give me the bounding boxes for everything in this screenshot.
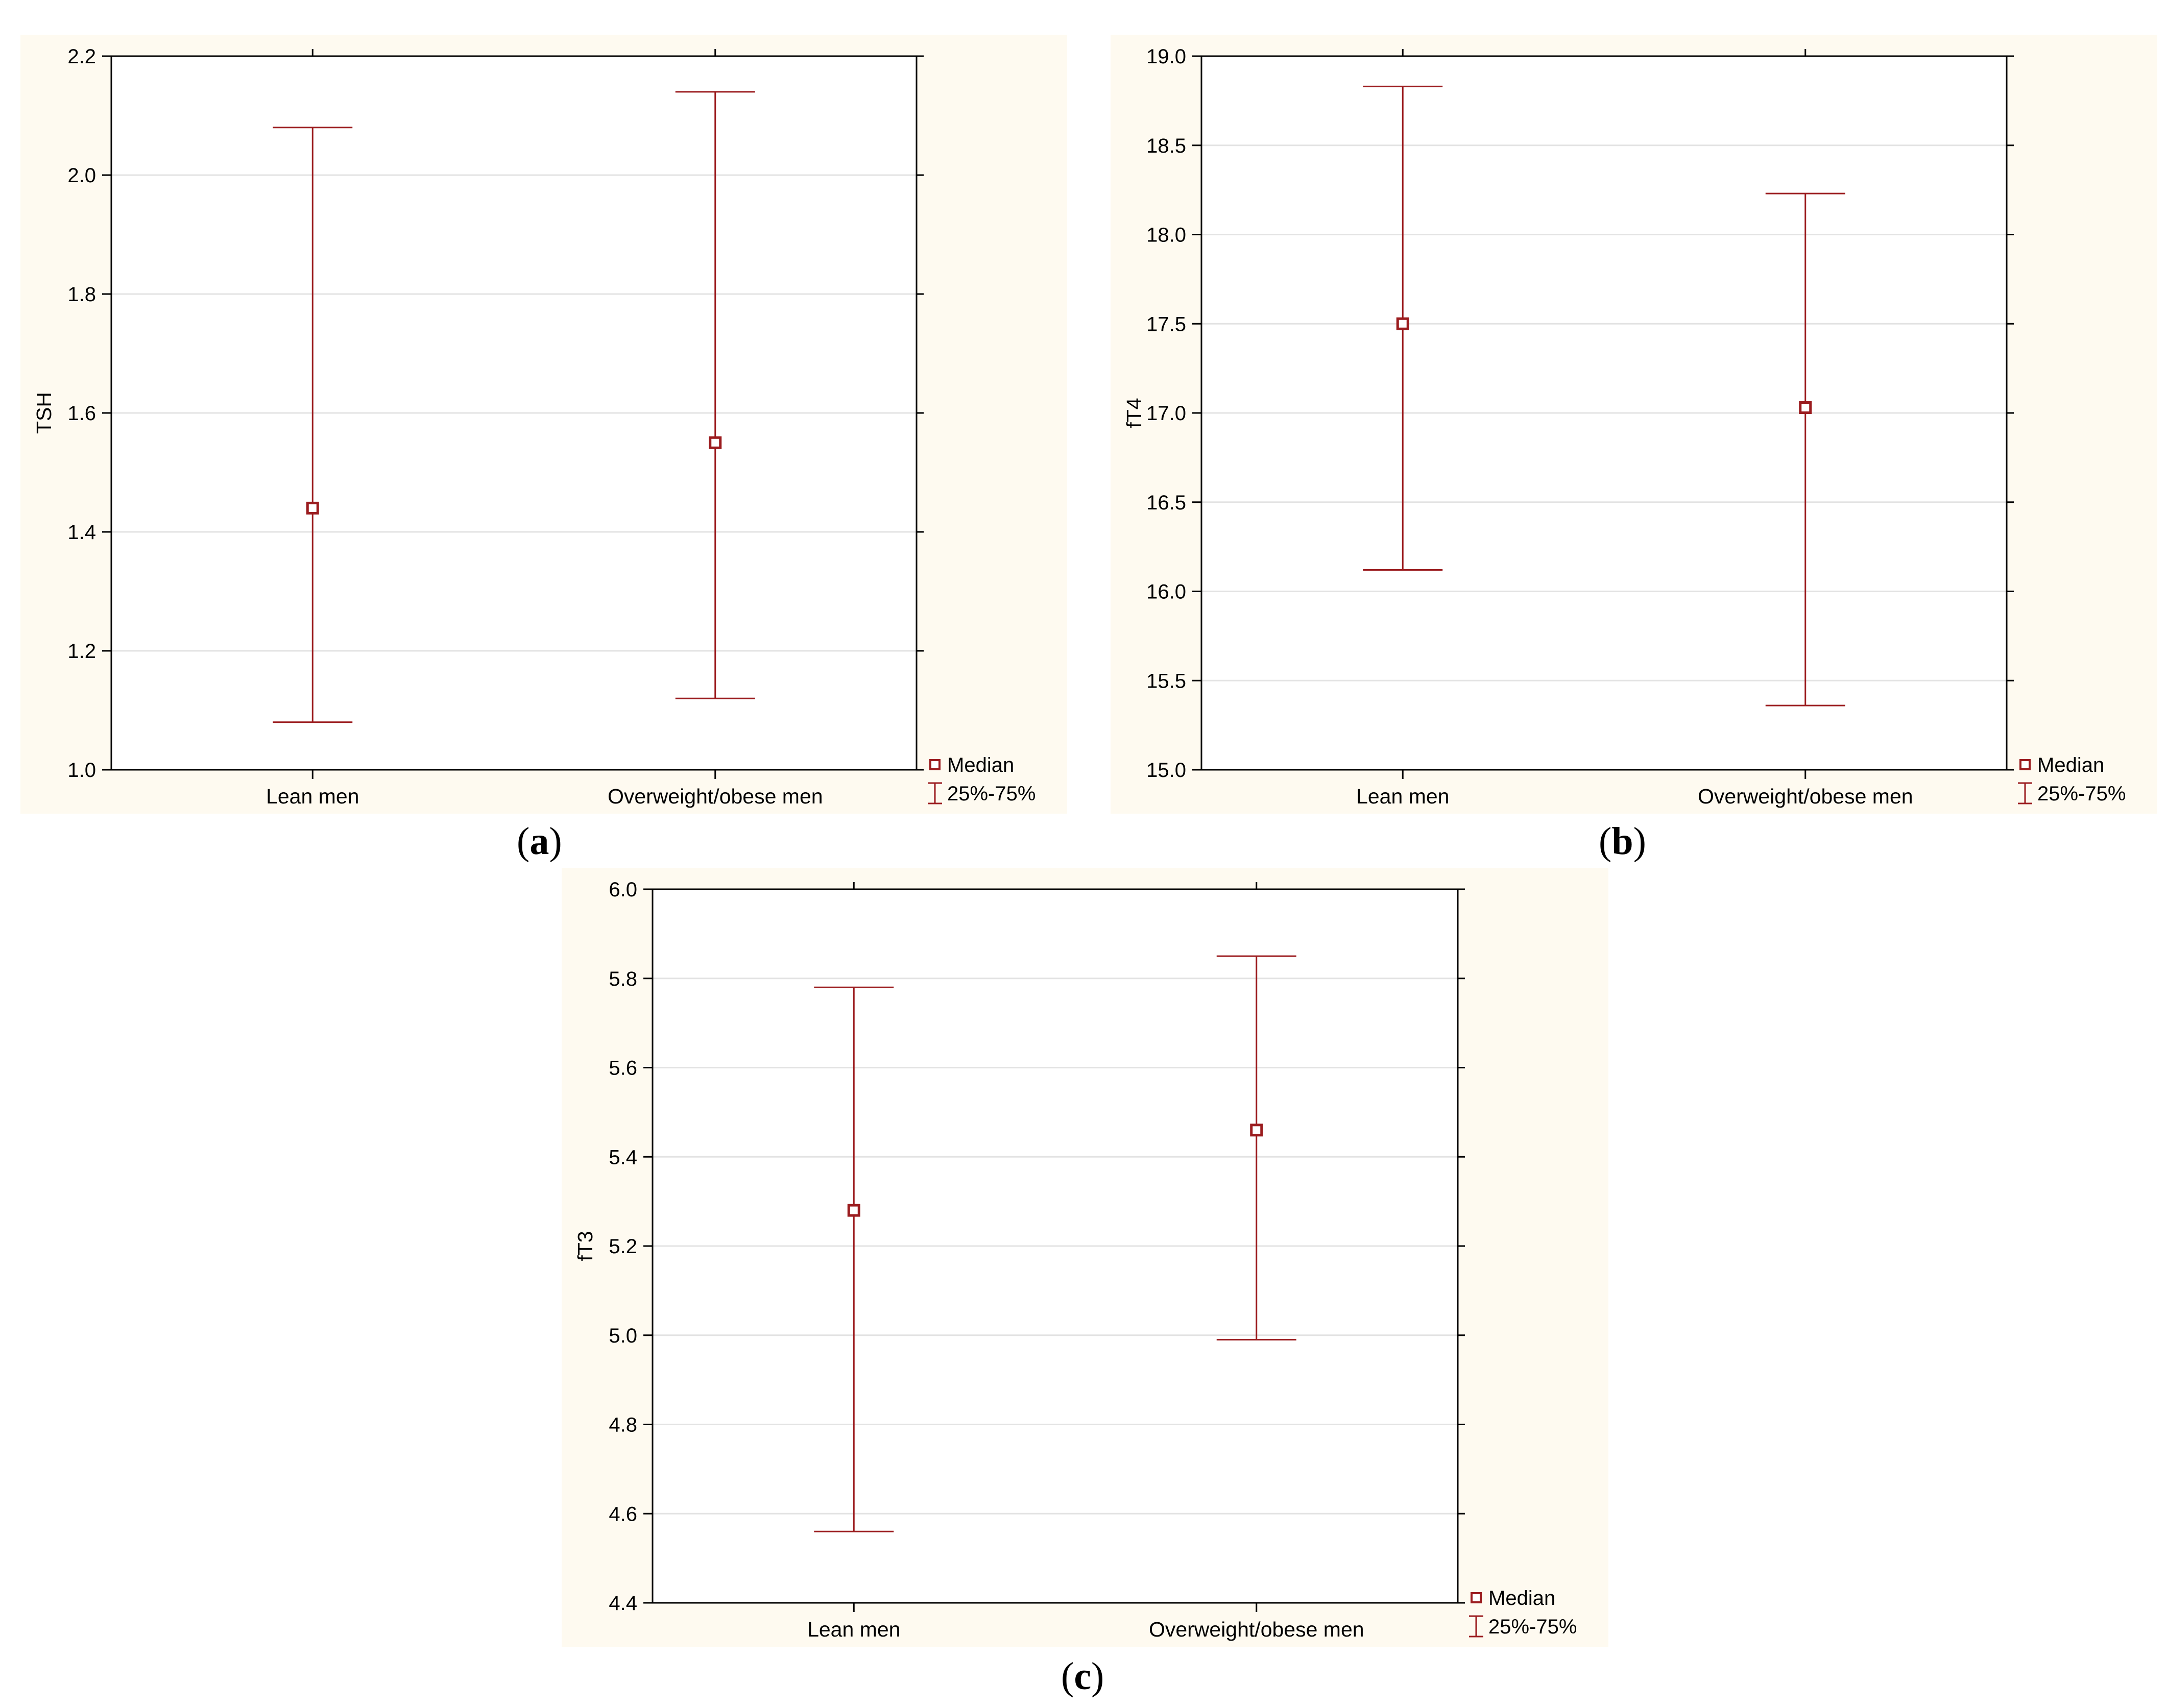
y-tick-label: 18.0 <box>1146 224 1186 247</box>
plot-frame <box>652 888 1459 1604</box>
y-tick-label: 1.8 <box>67 283 96 306</box>
x-tick-label: Lean men <box>1356 785 1449 808</box>
median-marker <box>847 1204 860 1217</box>
y-tick-label: 4.4 <box>609 1592 637 1615</box>
legend-median-marker <box>2019 759 2031 770</box>
legend-median-marker <box>929 759 941 770</box>
y-tick-label: 5.2 <box>609 1235 637 1258</box>
caption-a: (a) <box>517 820 562 863</box>
legend-range-label: 25%-75% <box>2037 783 2126 805</box>
y-axis-label: fT3 <box>573 1231 597 1261</box>
y-tick-label: 2.2 <box>67 45 96 68</box>
caption-b: (b) <box>1599 820 1646 863</box>
x-tick-label: Overweight/obese men <box>1149 1618 1364 1641</box>
chart-svg-a: 1.0 1.2 1.4 1.6 1.8 2.0 2.2 Lean men Overweight/… <box>32 45 1036 808</box>
y-tick-label: 5.4 <box>609 1146 637 1168</box>
y-tick-label: 1.0 <box>67 759 96 782</box>
legend-median-label: Median <box>2037 754 2104 776</box>
y-tick-label: 4.6 <box>609 1503 637 1525</box>
chart-panel-b: 15.0 15.5 16.0 16.5 17.0 17.5 18.0 18.5 19.0 Lean… <box>1111 35 2157 814</box>
x-tick-label: Lean men <box>266 785 359 808</box>
legend-median-marker <box>1471 1592 1482 1603</box>
median-marker <box>1250 1124 1263 1137</box>
caption-c: (c) <box>1061 1655 1104 1698</box>
x-tick-label: Overweight/obese men <box>608 785 823 808</box>
legend-range-label: 25%-75% <box>1488 1616 1577 1638</box>
y-tick-label: 5.0 <box>609 1325 637 1347</box>
y-tick-label: 19.0 <box>1146 45 1186 68</box>
y-axis-label: TSH <box>32 392 56 434</box>
chart-svg-b: 15.0 15.5 16.0 16.5 17.0 17.5 18.0 18.5 19.0 Lean… <box>1122 45 2126 808</box>
y-tick-label: 16.5 <box>1146 492 1186 514</box>
y-tick-label: 2.0 <box>67 164 96 187</box>
median-marker <box>1396 317 1409 330</box>
y-tick-label: 15.5 <box>1146 670 1186 692</box>
y-tick-label: 6.0 <box>609 879 637 901</box>
median-marker <box>1799 401 1812 414</box>
y-axis-label: fT4 <box>1122 398 1146 428</box>
legend-range-label: 25%-75% <box>947 783 1036 805</box>
chart-panel-c: 4.4 4.6 4.8 5.0 5.2 5.4 5.6 5.8 6.0 Lean men Overw… <box>562 868 1608 1647</box>
plot-frame <box>1200 55 2008 771</box>
y-tick-label: 18.5 <box>1146 135 1186 157</box>
y-tick-label: 4.8 <box>609 1414 637 1436</box>
x-tick-label: Lean men <box>807 1618 900 1641</box>
legend-median-label: Median <box>1488 1587 1555 1609</box>
y-tick-label: 17.5 <box>1146 313 1186 335</box>
y-tick-label: 15.0 <box>1146 759 1186 782</box>
y-tick-label: 1.4 <box>67 521 96 544</box>
y-tick-label: 5.8 <box>609 968 637 990</box>
median-marker <box>709 436 722 449</box>
y-tick-label: 17.0 <box>1146 402 1186 425</box>
x-tick-label: Overweight/obese men <box>1698 785 1913 808</box>
y-tick-label: 5.6 <box>609 1057 637 1080</box>
chart-panel-a: 1.0 1.2 1.4 1.6 1.8 2.0 2.2 Lean men Overweight/… <box>20 35 1067 814</box>
chart-svg-c: 4.4 4.6 4.8 5.0 5.2 5.4 5.6 5.8 6.0 Lean men Overw… <box>573 879 1577 1641</box>
plot-frame <box>110 55 918 771</box>
y-tick-label: 1.2 <box>67 640 96 663</box>
median-marker <box>306 501 319 515</box>
y-tick-label: 1.6 <box>67 402 96 425</box>
y-tick-label: 16.0 <box>1146 581 1186 603</box>
legend-median-label: Median <box>947 754 1014 776</box>
